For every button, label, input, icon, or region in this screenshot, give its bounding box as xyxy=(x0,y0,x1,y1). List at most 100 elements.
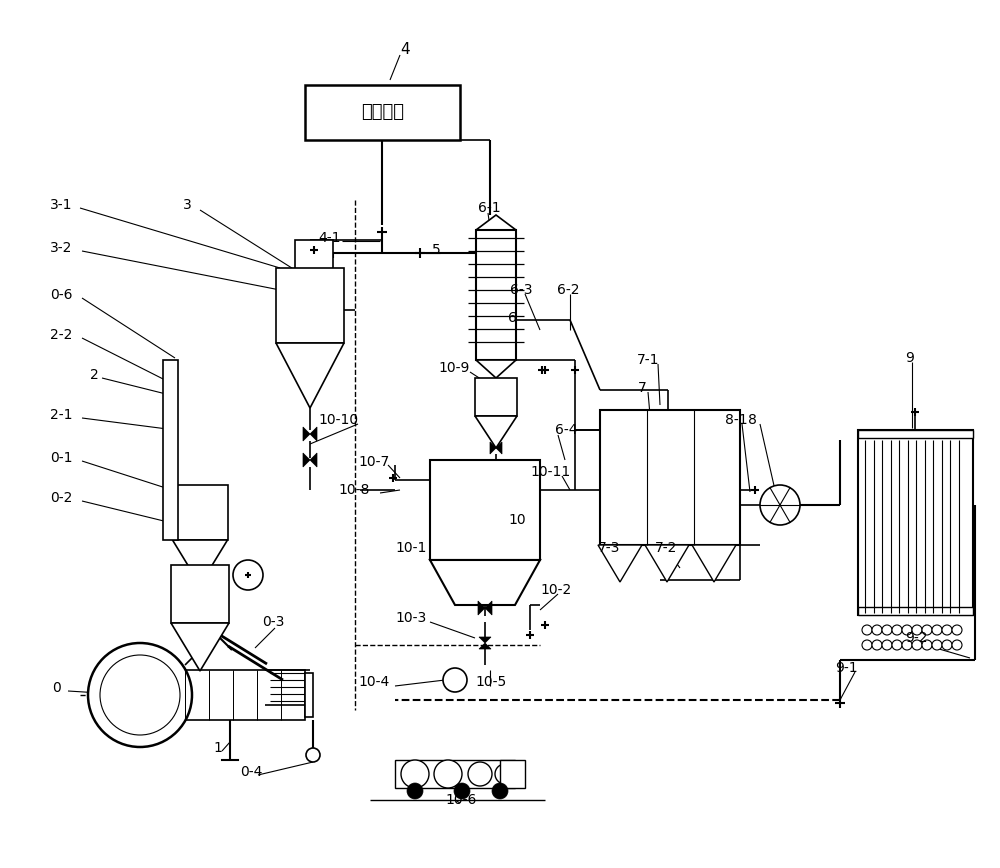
Circle shape xyxy=(912,640,922,650)
Polygon shape xyxy=(485,601,492,615)
Text: 10-7: 10-7 xyxy=(358,455,389,469)
Bar xyxy=(305,85,460,140)
Bar xyxy=(163,360,178,540)
Bar xyxy=(475,378,517,416)
Circle shape xyxy=(233,560,263,590)
Text: 7-1: 7-1 xyxy=(637,353,660,367)
Circle shape xyxy=(454,783,470,799)
Circle shape xyxy=(902,625,912,635)
Bar xyxy=(305,673,313,717)
Polygon shape xyxy=(598,545,642,582)
Bar xyxy=(276,268,344,343)
Circle shape xyxy=(443,668,467,692)
Bar xyxy=(858,430,973,438)
Circle shape xyxy=(912,625,922,635)
Polygon shape xyxy=(303,453,310,467)
Circle shape xyxy=(932,625,942,635)
Circle shape xyxy=(922,640,932,650)
Text: 0-6: 0-6 xyxy=(50,288,72,302)
Circle shape xyxy=(100,655,180,735)
Circle shape xyxy=(952,625,962,635)
Text: 2-2: 2-2 xyxy=(50,328,72,342)
Text: 6-2: 6-2 xyxy=(557,283,580,297)
Text: 0-4: 0-4 xyxy=(240,765,262,779)
Polygon shape xyxy=(479,637,491,643)
Polygon shape xyxy=(645,545,689,582)
Text: 8: 8 xyxy=(748,413,757,427)
Circle shape xyxy=(942,625,952,635)
Bar xyxy=(395,760,515,788)
Text: 2-1: 2-1 xyxy=(50,408,72,422)
Text: 10-10: 10-10 xyxy=(318,413,358,427)
Circle shape xyxy=(872,625,882,635)
Circle shape xyxy=(434,760,462,788)
Text: 3-2: 3-2 xyxy=(50,241,72,255)
Circle shape xyxy=(872,640,882,650)
Circle shape xyxy=(468,762,492,786)
Text: 0: 0 xyxy=(52,681,61,695)
Text: 10-9: 10-9 xyxy=(438,361,469,375)
Text: 3: 3 xyxy=(183,198,192,212)
Text: 5: 5 xyxy=(432,243,441,257)
Circle shape xyxy=(882,640,892,650)
Text: 1: 1 xyxy=(213,741,222,755)
Text: 6-4: 6-4 xyxy=(555,423,578,437)
Circle shape xyxy=(407,783,423,799)
Circle shape xyxy=(952,640,962,650)
Polygon shape xyxy=(276,343,344,408)
Circle shape xyxy=(760,485,800,525)
Text: 6-3: 6-3 xyxy=(510,283,532,297)
Bar xyxy=(173,485,228,540)
Bar xyxy=(171,565,229,623)
Circle shape xyxy=(495,764,515,784)
Polygon shape xyxy=(173,540,228,585)
Text: 4: 4 xyxy=(400,43,410,57)
Circle shape xyxy=(88,643,192,747)
Text: 10-4: 10-4 xyxy=(358,675,389,689)
Polygon shape xyxy=(478,601,485,615)
Circle shape xyxy=(902,640,912,650)
Text: 10-8: 10-8 xyxy=(338,483,369,497)
Bar xyxy=(185,670,305,720)
Polygon shape xyxy=(430,560,540,605)
Text: 7: 7 xyxy=(638,381,647,395)
Text: 8-1: 8-1 xyxy=(725,413,748,427)
Text: 10-1: 10-1 xyxy=(395,541,426,555)
Polygon shape xyxy=(692,545,736,582)
Circle shape xyxy=(306,748,320,762)
Text: 2: 2 xyxy=(90,368,99,382)
Text: 0-3: 0-3 xyxy=(262,615,284,629)
Polygon shape xyxy=(303,427,310,441)
Text: 6-1: 6-1 xyxy=(478,201,501,215)
Polygon shape xyxy=(476,360,516,378)
Polygon shape xyxy=(475,416,517,448)
Circle shape xyxy=(882,625,892,635)
Circle shape xyxy=(862,625,872,635)
Bar xyxy=(500,760,525,788)
Bar xyxy=(858,430,973,615)
Polygon shape xyxy=(171,623,229,671)
Polygon shape xyxy=(476,215,516,230)
Circle shape xyxy=(942,640,952,650)
Text: 3-1: 3-1 xyxy=(50,198,72,212)
Bar xyxy=(600,410,740,545)
Circle shape xyxy=(492,783,508,799)
Text: 7-3: 7-3 xyxy=(598,541,620,555)
Circle shape xyxy=(401,760,429,788)
Bar xyxy=(430,460,540,560)
Text: 6: 6 xyxy=(508,311,517,325)
Circle shape xyxy=(862,640,872,650)
Text: 0-2: 0-2 xyxy=(50,491,72,505)
Circle shape xyxy=(892,640,902,650)
Text: 烘干系统: 烘干系统 xyxy=(361,103,404,122)
Bar xyxy=(295,240,333,270)
Circle shape xyxy=(892,625,902,635)
Text: 4-1: 4-1 xyxy=(318,231,340,245)
Polygon shape xyxy=(310,453,317,467)
Polygon shape xyxy=(310,427,317,441)
Text: 10-5: 10-5 xyxy=(475,675,506,689)
Polygon shape xyxy=(490,442,496,454)
Bar xyxy=(476,230,516,360)
Circle shape xyxy=(922,625,932,635)
Text: 10: 10 xyxy=(508,513,526,527)
